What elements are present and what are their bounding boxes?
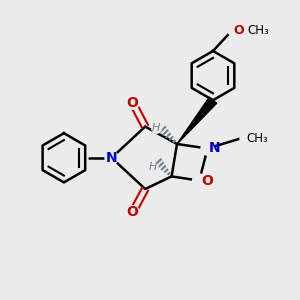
- Circle shape: [126, 96, 139, 109]
- Text: N: N: [106, 151, 117, 165]
- Circle shape: [148, 163, 158, 172]
- Circle shape: [152, 124, 161, 133]
- Text: H: H: [148, 162, 157, 172]
- Circle shape: [228, 24, 240, 36]
- Circle shape: [105, 151, 118, 164]
- Text: O: O: [202, 174, 214, 188]
- Circle shape: [201, 142, 214, 155]
- Text: O: O: [127, 96, 139, 110]
- Text: CH₃: CH₃: [246, 132, 268, 145]
- Circle shape: [193, 174, 206, 187]
- Text: N: N: [209, 142, 221, 155]
- Circle shape: [240, 133, 252, 145]
- Text: H: H: [152, 123, 160, 134]
- Text: CH₃: CH₃: [247, 23, 269, 37]
- Text: O: O: [127, 206, 139, 219]
- Polygon shape: [177, 97, 217, 144]
- Text: O: O: [234, 23, 244, 37]
- Circle shape: [126, 206, 139, 219]
